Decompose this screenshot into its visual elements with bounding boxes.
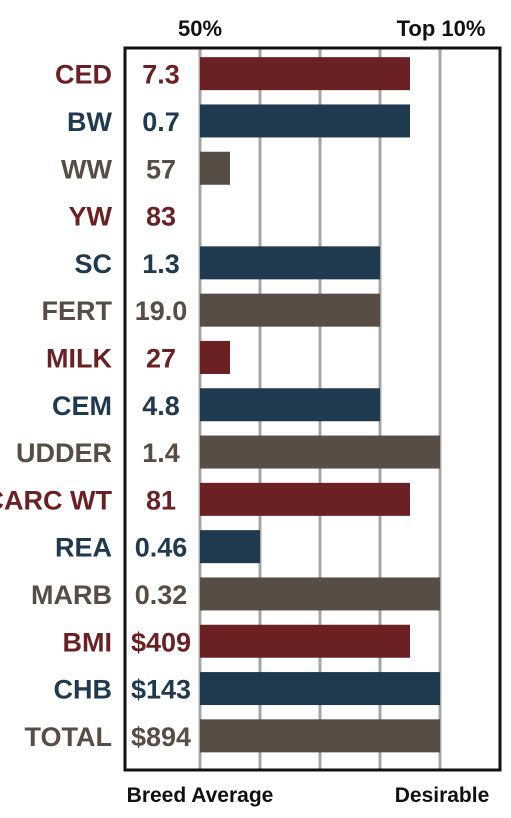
bar-carc-wt [200, 482, 410, 516]
value-label: 4.8 [142, 391, 180, 421]
category-label: MARB [31, 580, 112, 610]
category-label: BW [67, 107, 112, 137]
bar-chb [200, 672, 440, 706]
category-label: MILK [46, 343, 112, 373]
value-label: 0.7 [142, 107, 180, 137]
value-label: 83 [146, 202, 176, 232]
bar-ced [200, 57, 410, 91]
category-label: CARC WT [0, 485, 112, 515]
value-label: $409 [131, 627, 191, 657]
category-label: WW [61, 154, 112, 184]
value-label: 0.46 [135, 533, 188, 563]
value-label: $894 [131, 722, 191, 752]
bar-fert [200, 293, 380, 327]
category-label: TOTAL [25, 722, 113, 752]
value-label: 7.3 [142, 60, 180, 90]
value-label: 81 [146, 485, 176, 515]
bar-ww [200, 151, 230, 185]
bar-cem [200, 388, 380, 422]
bar-marb [200, 577, 440, 611]
category-label: FERT [42, 296, 113, 326]
row-labels: CED 7.3 BW 0.7 WW 57 YW 83 SC 1.3 FERT 19.0 MILK 27 CE… [0, 60, 191, 752]
bar-sc [200, 246, 380, 280]
value-label: 19.0 [135, 296, 188, 326]
value-label: 57 [146, 154, 176, 184]
category-label: BMI [63, 627, 113, 657]
bar-milk [200, 340, 230, 374]
value-label: $143 [131, 675, 191, 705]
chart-frame [123, 46, 502, 772]
bar-bw [200, 104, 410, 138]
category-label: CHB [54, 675, 113, 705]
bar-udder [200, 435, 440, 469]
value-label: 1.4 [142, 438, 180, 468]
category-label: UDDER [16, 438, 112, 468]
category-label: CED [55, 60, 112, 90]
category-label: CEM [52, 391, 112, 421]
top-label-top10: Top 10% [397, 16, 486, 41]
value-label: 0.32 [135, 580, 188, 610]
bars [200, 57, 440, 753]
category-label: YW [69, 202, 113, 232]
bar-bmi [200, 624, 410, 658]
category-label: SC [74, 249, 112, 279]
category-label: REA [55, 533, 112, 563]
value-label: 27 [146, 343, 176, 373]
bottom-label-desirable: Desirable [395, 784, 490, 807]
value-label: 1.3 [142, 249, 180, 279]
top-label-50: 50% [178, 16, 222, 41]
bar-total [200, 719, 440, 753]
bottom-label-breed-average: Breed Average [127, 784, 274, 807]
bar-rea [200, 530, 260, 564]
